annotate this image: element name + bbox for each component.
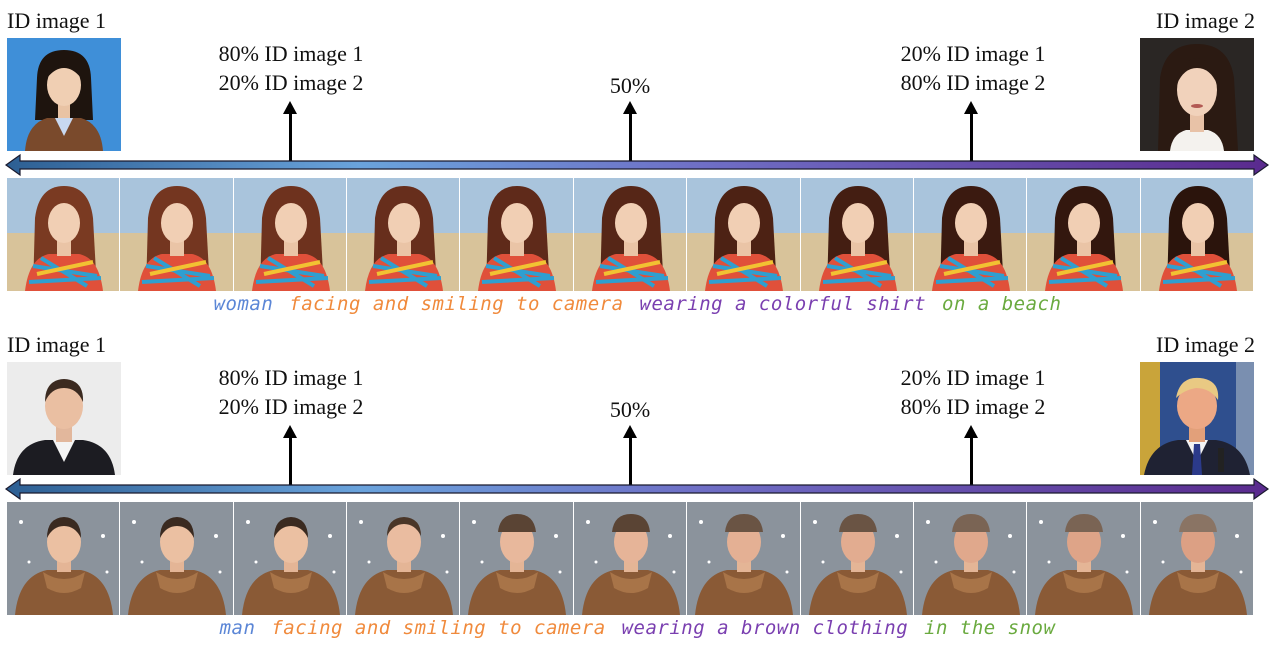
- frame: [460, 502, 574, 615]
- panel-man: ID image 1 ID image 2 80% ID image: [0, 324, 1275, 650]
- marker-80-20-line1: 80% ID image 1: [218, 365, 364, 390]
- arrowhead: [623, 425, 637, 438]
- id-image-1-label: ID image 1: [7, 8, 106, 33]
- arrowhead: [283, 101, 297, 114]
- frame: [1140, 178, 1254, 291]
- frame: [1027, 502, 1141, 615]
- id-image-1: [7, 38, 121, 151]
- marker-50-label: 50%: [580, 71, 680, 100]
- frame: [687, 502, 801, 615]
- id-image-2: [1140, 362, 1254, 475]
- frame: [347, 178, 461, 291]
- id-image-1: [7, 362, 121, 475]
- marker-80-20-label: 80% ID image 1 20% ID image 2: [200, 363, 382, 421]
- caption-action: facing and smiling to camera: [289, 293, 624, 315]
- frame: [913, 502, 1028, 615]
- arrow-shaft: [629, 112, 632, 164]
- id-image-2: [1140, 38, 1254, 151]
- marker-20-80-line2: 80% ID image 2: [900, 394, 1046, 419]
- frame: [800, 178, 914, 291]
- arrow-shaft: [289, 112, 292, 164]
- frame: [347, 502, 461, 615]
- panel-woman: ID image 1 ID image 2 80% ID image 1 20%…: [0, 8, 1275, 315]
- frame: [1140, 502, 1254, 615]
- marker-80-20-line1: 80% ID image 1: [218, 41, 364, 66]
- frame: [800, 502, 914, 615]
- caption-clothing: wearing a colorful shirt: [639, 293, 927, 315]
- id-image-1-label: ID image 1: [7, 332, 106, 357]
- caption-scene: on a beach: [942, 293, 1062, 315]
- frame: [573, 502, 688, 615]
- marker-80-20-label: 80% ID image 1 20% ID image 2: [200, 39, 382, 97]
- caption-subject: man: [219, 617, 256, 639]
- frame: [120, 178, 234, 291]
- interpolation-frames: [7, 502, 1254, 615]
- arrow-shaft: [289, 436, 292, 488]
- marker-50-label: 50%: [580, 395, 680, 424]
- interpolation-frames: [7, 178, 1254, 291]
- frame: [687, 178, 801, 291]
- id-image-2-label: ID image 2: [1156, 8, 1255, 33]
- caption: woman facing and smiling to camera weari…: [0, 293, 1275, 315]
- marker-50-line1: 50%: [609, 397, 651, 422]
- id-image-2-label: ID image 2: [1156, 332, 1255, 357]
- arrowhead: [964, 101, 978, 114]
- frame: [573, 178, 688, 291]
- marker-20-80-label: 20% ID image 1 80% ID image 2: [882, 39, 1064, 97]
- frame: [120, 502, 234, 615]
- marker-20-80-line2: 80% ID image 2: [900, 70, 1046, 95]
- frame: [7, 502, 121, 615]
- frame: [7, 178, 121, 291]
- arrowhead: [623, 101, 637, 114]
- caption-scene: in the snow: [924, 617, 1056, 639]
- frame: [233, 178, 348, 291]
- caption-subject: woman: [213, 293, 274, 315]
- marker-20-80-line1: 20% ID image 1: [900, 365, 1046, 390]
- arrowhead: [283, 425, 297, 438]
- caption-clothing: wearing a brown clothing: [621, 617, 909, 639]
- marker-20-80-line1: 20% ID image 1: [900, 41, 1046, 66]
- marker-80-20-line2: 20% ID image 2: [218, 394, 364, 419]
- frame: [460, 178, 574, 291]
- frame: [233, 502, 348, 615]
- frame: [1027, 178, 1141, 291]
- marker-50-line1: 50%: [609, 73, 651, 98]
- marker-80-20-line2: 20% ID image 2: [218, 70, 364, 95]
- interpolation-timeline: [4, 477, 1270, 501]
- interpolation-timeline: [4, 153, 1270, 177]
- caption-action: facing and smiling to camera: [271, 617, 606, 639]
- arrowhead: [964, 425, 978, 438]
- caption: man facing and smiling to camera wearing…: [0, 617, 1275, 639]
- arrow-shaft: [629, 436, 632, 488]
- frame: [913, 178, 1028, 291]
- marker-20-80-label: 20% ID image 1 80% ID image 2: [882, 363, 1064, 421]
- arrow-shaft: [970, 436, 973, 488]
- arrow-shaft: [970, 112, 973, 164]
